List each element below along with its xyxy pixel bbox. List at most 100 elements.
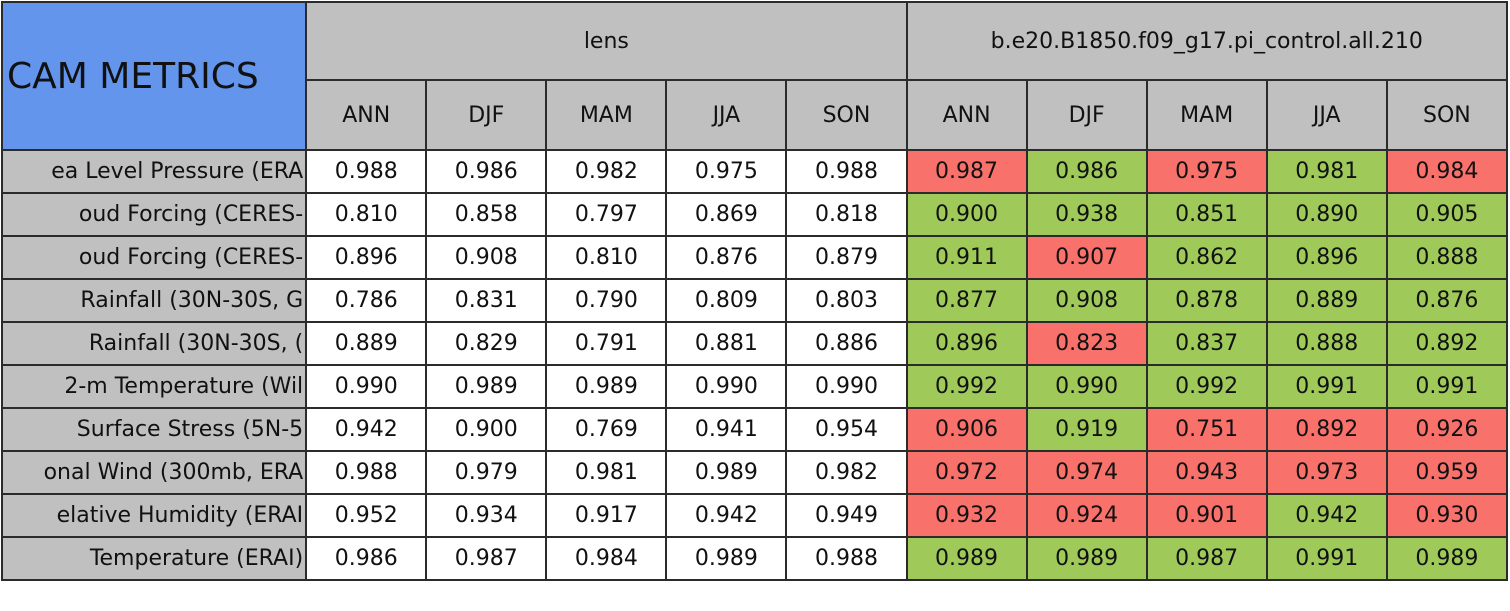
data-row: Rainfall (30N-30S, (0.889 0.829 0.791 0.881…	[0, 321, 1509, 366]
control-value: 0.959	[1385, 450, 1509, 495]
group-header: b.e20.B1850.f09_g17.pi_control.all.210	[905, 1, 1509, 81]
data-row: 2-m Temperature (Wil 0.990 0.989 0.989 0.990…	[0, 364, 1509, 409]
control-value: 0.989	[1025, 536, 1148, 581]
season-header: DJF	[1025, 79, 1148, 151]
lens-value: 0.858	[425, 192, 548, 237]
lens-value: 0.900	[425, 407, 548, 452]
data-row: Temperature (ERAI) 0.986 0.987 0.984 0.989 0.…	[0, 536, 1509, 581]
control-value: 0.877	[905, 278, 1028, 323]
season-header: ANN	[305, 79, 428, 151]
metric-cell: elative Humidity (ERAI	[0, 493, 308, 538]
season-header: JJA	[1265, 79, 1388, 151]
control-value: 0.992	[905, 364, 1028, 409]
control-value: 0.905	[1385, 192, 1509, 237]
lens-value: 0.886	[785, 321, 908, 366]
lens-value: 0.896	[305, 235, 428, 280]
control-value: 0.990	[1025, 364, 1148, 409]
lens-value: 0.990	[665, 364, 788, 409]
control-value: 0.991	[1265, 364, 1388, 409]
season-header-row: ANN DJF MAM JJA SON ANN DJF MAM JJA SON	[2, 79, 1509, 151]
control-value: 0.975	[1145, 149, 1268, 194]
lens-value: 0.803	[785, 278, 908, 323]
lens-value: 0.989	[665, 536, 788, 581]
lens-value: 0.988	[305, 450, 428, 495]
control-value: 0.907	[1025, 235, 1148, 280]
lens-value: 0.889	[305, 321, 428, 366]
lens-value: 0.942	[305, 407, 428, 452]
lens-value: 0.810	[305, 192, 428, 237]
metric-name: oud Forcing (CERES-	[78, 245, 304, 270]
control-value: 0.862	[1145, 235, 1268, 280]
lens-value: 0.810	[545, 235, 668, 280]
control-value: 0.823	[1025, 321, 1148, 366]
lens-value: 0.990	[305, 364, 428, 409]
control-value: 0.981	[1265, 149, 1388, 194]
metric-cell: ea Level Pressure (ERA	[0, 149, 308, 194]
control-value: 0.919	[1025, 407, 1148, 452]
data-row: onal Wind (300mb, ERA 0.988 0.979 0.981 0.98…	[0, 450, 1509, 495]
control-value: 0.888	[1385, 235, 1509, 280]
lens-value: 0.982	[785, 450, 908, 495]
control-value: 0.987	[905, 149, 1028, 194]
metric-cell: Surface Stress (5N-5	[0, 407, 308, 452]
lens-value: 0.984	[545, 536, 668, 581]
lens-value: 0.829	[425, 321, 548, 366]
lens-value: 0.942	[665, 493, 788, 538]
control-value: 0.900	[905, 192, 1028, 237]
control-value: 0.989	[905, 536, 1028, 581]
lens-value: 0.975	[665, 149, 788, 194]
lens-value: 0.881	[665, 321, 788, 366]
lens-value: 0.988	[785, 536, 908, 581]
lens-value: 0.989	[545, 364, 668, 409]
group-header-row: CAM METRICS lens b.e20.B1850.f09_g17.pi_co…	[0, 1, 1509, 151]
metric-cell: onal Wind (300mb, ERA	[0, 450, 308, 495]
control-value: 0.992	[1145, 364, 1268, 409]
lens-value: 0.949	[785, 493, 908, 538]
lens-value: 0.790	[545, 278, 668, 323]
metric-name: ea Level Pressure (ERA	[51, 159, 304, 184]
data-row: oud Forcing (CERES- 0.896 0.908 0.810 0.876 0…	[0, 235, 1509, 280]
data-row: oud Forcing (CERES- 0.810 0.858 0.797 0.869 0…	[0, 192, 1509, 237]
season-header: MAM	[1145, 79, 1268, 151]
control-value: 0.837	[1145, 321, 1268, 366]
lens-value: 0.818	[785, 192, 908, 237]
control-value: 0.911	[905, 235, 1028, 280]
control-value: 0.924	[1025, 493, 1148, 538]
lens-value: 0.831	[425, 278, 548, 323]
lens-value: 0.934	[425, 493, 548, 538]
metric-cell: Rainfall (30N-30S, G	[0, 278, 308, 323]
lens-value: 0.917	[545, 493, 668, 538]
lens-value: 0.989	[665, 450, 788, 495]
control-value: 0.896	[905, 321, 1028, 366]
lens-value: 0.941	[665, 407, 788, 452]
season-header: ANN	[905, 79, 1028, 151]
lens-value: 0.791	[545, 321, 668, 366]
control-value: 0.943	[1145, 450, 1268, 495]
lens-value: 0.879	[785, 235, 908, 280]
lens-value: 0.809	[665, 278, 788, 323]
control-value: 0.892	[1265, 407, 1388, 452]
control-value: 0.986	[1025, 149, 1148, 194]
lens-value: 0.908	[425, 235, 548, 280]
control-value: 0.876	[1385, 278, 1509, 323]
control-value: 0.892	[1385, 321, 1509, 366]
control-value: 0.889	[1265, 278, 1388, 323]
lens-value: 0.987	[425, 536, 548, 581]
lens-value: 0.797	[545, 192, 668, 237]
lens-value: 0.990	[785, 364, 908, 409]
lens-value: 0.979	[425, 450, 548, 495]
lens-value: 0.952	[305, 493, 428, 538]
lens-value: 0.982	[545, 149, 668, 194]
lens-value: 0.769	[545, 407, 668, 452]
corner-cell: CAM METRICS	[0, 1, 308, 151]
control-value: 0.851	[1145, 192, 1268, 237]
metric-cell: oud Forcing (CERES-	[0, 235, 308, 280]
control-value: 0.974	[1025, 450, 1148, 495]
lens-value: 0.986	[425, 149, 548, 194]
control-value: 0.906	[905, 407, 1028, 452]
control-value: 0.908	[1025, 278, 1148, 323]
metrics-table: CAM METRICS lens b.e20.B1850.f09_g17.pi_co…	[0, 1, 1509, 581]
lens-value: 0.954	[785, 407, 908, 452]
